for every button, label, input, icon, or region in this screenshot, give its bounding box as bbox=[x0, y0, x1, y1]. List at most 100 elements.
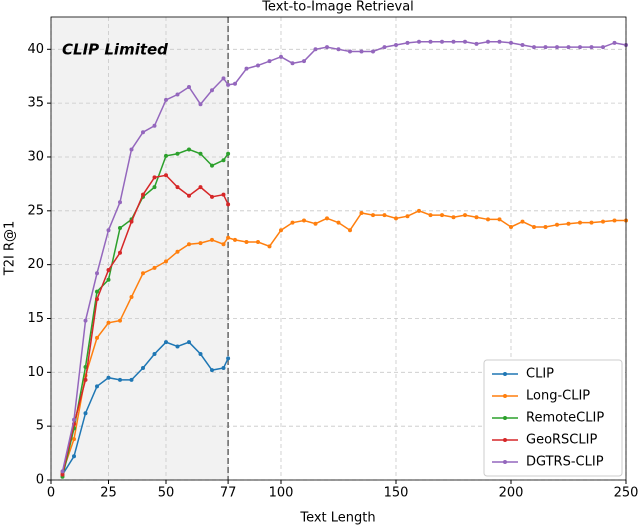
series-marker bbox=[118, 318, 122, 323]
series-marker bbox=[72, 417, 76, 422]
y-tick-label: 20 bbox=[27, 257, 44, 272]
series-marker bbox=[589, 45, 594, 50]
series-marker bbox=[141, 192, 145, 197]
series-marker bbox=[302, 59, 306, 64]
series-marker bbox=[463, 213, 467, 218]
y-tick-label: 40 bbox=[27, 42, 44, 57]
series-marker bbox=[532, 45, 536, 50]
series-marker bbox=[175, 344, 180, 349]
x-tick-label: 77 bbox=[220, 486, 237, 501]
series-marker bbox=[198, 185, 203, 190]
series-marker bbox=[106, 277, 111, 282]
series-marker bbox=[164, 259, 168, 264]
series-marker bbox=[141, 130, 145, 135]
legend-marker bbox=[503, 460, 507, 464]
series-marker bbox=[210, 237, 214, 242]
series-marker bbox=[336, 47, 341, 52]
series-marker bbox=[187, 242, 191, 247]
series-marker bbox=[543, 45, 548, 50]
legend-label: RemoteCLIP bbox=[526, 411, 604, 426]
series-marker bbox=[152, 265, 157, 270]
legend-box bbox=[483, 359, 623, 477]
series-marker bbox=[290, 220, 295, 225]
series-line bbox=[61, 148, 229, 477]
series-marker bbox=[486, 217, 490, 222]
series-marker bbox=[313, 221, 318, 226]
x-axis-label: Text Length bbox=[299, 511, 375, 526]
series-marker bbox=[226, 235, 231, 240]
series-marker bbox=[129, 377, 134, 382]
series-marker bbox=[175, 185, 180, 190]
series-marker bbox=[221, 366, 226, 371]
series-marker bbox=[83, 318, 88, 323]
series-marker bbox=[233, 237, 237, 242]
series-marker bbox=[106, 320, 111, 325]
series-line bbox=[61, 341, 229, 476]
series-marker bbox=[566, 221, 571, 226]
x-tick-label: 200 bbox=[499, 486, 524, 501]
series-marker bbox=[302, 218, 306, 223]
series-marker bbox=[290, 61, 295, 66]
series-marker bbox=[371, 213, 375, 218]
series-marker bbox=[198, 102, 203, 107]
series-marker bbox=[226, 82, 231, 87]
series-marker bbox=[497, 217, 502, 222]
series-marker bbox=[221, 158, 226, 163]
x-tick-label: 150 bbox=[384, 486, 409, 501]
series-marker bbox=[152, 175, 157, 180]
series-marker bbox=[256, 63, 260, 68]
series-marker bbox=[394, 216, 398, 221]
series-marker bbox=[106, 228, 111, 233]
series-marker bbox=[313, 47, 318, 52]
y-tick-label: 10 bbox=[27, 365, 44, 380]
series-marker bbox=[578, 45, 582, 50]
series-marker bbox=[474, 215, 479, 220]
series-marker bbox=[129, 294, 134, 299]
series-marker bbox=[417, 208, 421, 213]
series-marker bbox=[348, 49, 352, 54]
series-marker bbox=[226, 202, 231, 207]
series-marker bbox=[520, 42, 525, 47]
series-marker bbox=[509, 40, 513, 45]
series-marker bbox=[440, 39, 444, 44]
legend-marker bbox=[503, 372, 507, 376]
series-marker bbox=[226, 356, 231, 361]
series-marker bbox=[221, 192, 226, 197]
series-marker bbox=[474, 41, 479, 46]
series-marker bbox=[359, 49, 364, 54]
y-axis-label: T2I R@1 bbox=[3, 221, 18, 276]
series-marker bbox=[566, 45, 571, 50]
series-marker bbox=[95, 335, 99, 340]
series-marker bbox=[118, 200, 122, 205]
series-marker bbox=[198, 352, 203, 357]
series-marker bbox=[175, 151, 180, 156]
y-tick-label: 15 bbox=[27, 311, 44, 326]
series-marker bbox=[589, 220, 594, 225]
series-marker bbox=[233, 81, 237, 86]
series-marker bbox=[440, 213, 444, 218]
series-marker bbox=[60, 472, 65, 477]
y-tick-label: 5 bbox=[36, 419, 44, 434]
series-marker bbox=[451, 39, 456, 44]
series-marker bbox=[256, 240, 260, 245]
series-marker bbox=[175, 92, 180, 97]
legend-marker bbox=[503, 438, 507, 442]
series-marker bbox=[486, 39, 490, 44]
series-marker bbox=[394, 42, 398, 47]
legend-label: GeoRSCLIP bbox=[526, 433, 597, 448]
series-line bbox=[61, 174, 229, 475]
series-marker bbox=[141, 271, 145, 276]
x-tick-label: 50 bbox=[158, 486, 175, 501]
series-marker bbox=[95, 384, 99, 389]
series-marker bbox=[141, 366, 145, 371]
series-marker bbox=[152, 123, 157, 128]
x-tick-label: 0 bbox=[47, 486, 55, 501]
series-marker bbox=[187, 147, 191, 152]
x-tick-label: 250 bbox=[614, 486, 639, 501]
series-marker bbox=[428, 213, 433, 218]
series-marker bbox=[210, 163, 214, 168]
series-marker bbox=[187, 340, 191, 345]
series-marker bbox=[106, 375, 111, 380]
series-marker bbox=[175, 249, 180, 254]
